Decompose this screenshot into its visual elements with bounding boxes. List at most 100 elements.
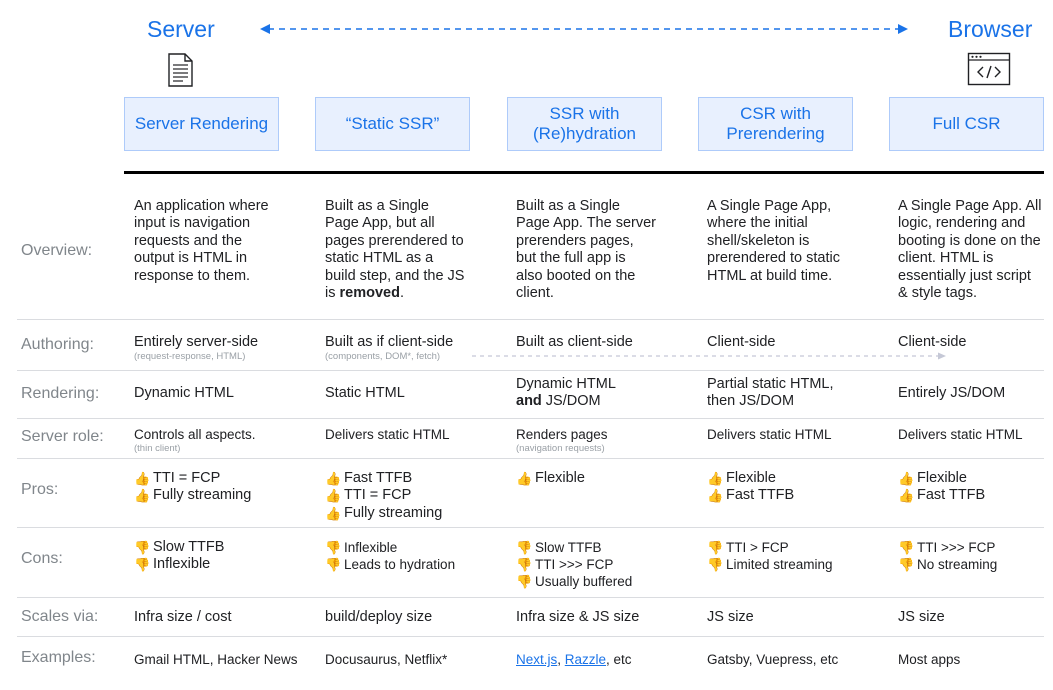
row-label-examples: Examples: [21,649,96,666]
thumbs-up-icon: 👍 [707,471,724,486]
thumbs-up-icon: 👍 [134,471,151,486]
server-role-cell: Delivers static HTML [325,427,450,442]
rendering-cell: Entirely JS/DOM [898,385,1006,401]
authoring-cell: Client-side [898,334,967,350]
pros-cell: 👍 Flexible 👍 Fast TTFB [707,470,794,505]
thumbs-down-icon: 👎 [325,557,342,572]
authoring-cell: Entirely server-side (request-response, … [134,334,258,363]
row-label-scales: Scales via: [21,608,99,625]
scales-cell: build/deploy size [325,609,433,625]
row-label-overview: Overview: [21,242,93,259]
authoring-cell: Built as client-side [516,334,633,350]
examples-cell: Gatsby, Vuepress, etc [707,652,839,667]
pros-cell: 👍 TTI = FCP 👍 Fully streaming [134,470,251,505]
authoring-subtext: (components, DOM*, fetch) [325,351,441,363]
con-item: Inflexible [153,556,211,573]
pro-item: Fully streaming [153,487,252,504]
nextjs-link[interactable]: Next.js [516,652,558,667]
server-role-cell: Controls all aspects. (thin client) [134,426,256,455]
pro-item: Fast TTFB [917,487,986,504]
cons-cell: 👎 TTI >>> FCP 👎 No streaming [898,539,997,573]
cons-cell: 👎 TTI > FCP 👎 Limited streaming [707,539,833,573]
rendering-cell: Static HTML [325,385,405,401]
overview-cell: A Single Page App, where the initial she… [707,198,840,284]
column-csr-prerendering: CSR with Prerendering [698,97,853,151]
column-full-csr: Full CSR [889,97,1044,151]
thumbs-up-icon: 👍 [707,488,724,504]
cons-cell: 👎 Slow TTFB 👎 Inflexible [134,539,224,574]
row-divider [17,319,1044,320]
thumbs-up-icon: 👍 [898,471,915,486]
row-divider [17,527,1044,528]
examples-cell: Most apps [898,652,961,667]
examples-tail: , etc [606,652,632,667]
thumbs-up-icon: 👍 [134,488,151,504]
rendering-tail: JS/DOM [541,393,601,410]
scales-cell: JS size [707,609,754,625]
pros-cell: 👍 Flexible [516,470,585,487]
server-role-text: Renders pages [516,427,608,442]
pro-item: Flexible [726,470,776,486]
row-label-cons: Cons: [21,550,63,567]
browser-label: Browser [948,16,1033,42]
con-item: Slow TTFB [153,539,225,555]
pro-item: Flexible [917,470,967,486]
column-ssr-rehydration: SSR with (Re)hydration [507,97,662,151]
examples-separator: , [557,652,565,667]
con-item: Slow TTFB [535,540,602,555]
code-window-icon [967,52,1011,86]
row-divider [17,370,1044,371]
cons-cell: 👎 Inflexible 👎 Leads to hydration [325,539,455,573]
pro-item: Fast TTFB [344,470,413,486]
examples-cell: Next.js, Razzle, etc [516,651,632,668]
examples-cell: Gmail HTML, Hacker News [134,652,298,667]
con-item: TTI > FCP [726,540,789,555]
double-arrow-icon [260,24,908,34]
razzle-link[interactable]: Razzle [564,652,607,667]
rendering-cell: Partial static HTML, then JS/DOM [707,376,834,410]
overview-cell: An application where input is navigation… [134,198,269,284]
row-label-authoring: Authoring: [21,336,94,353]
thumbs-up-icon: 👍 [325,488,342,504]
con-item: Limited streaming [726,557,833,572]
thumbs-down-icon: 👎 [516,574,533,589]
thumbs-down-icon: 👎 [516,540,533,555]
row-label-rendering: Rendering: [21,385,100,402]
pros-cell: 👍 Fast TTFB 👍 TTI = FCP 👍 Fully streaming [325,470,442,522]
scales-cell: Infra size & JS size [516,609,640,625]
authoring-text: Entirely server-side [134,334,259,350]
con-item: TTI >>> FCP [917,540,996,555]
authoring-text: Built as if client-side [325,334,454,350]
authoring-cell: Client-side [707,334,776,350]
overview-cell: Built as a Single Page App, but all page… [325,198,465,302]
column-server-rendering: Server Rendering [124,97,279,151]
row-label-pros: Pros: [21,481,59,498]
authoring-subtext: (request-response, HTML) [134,351,246,363]
overview-emphasis: removed [339,285,400,302]
pro-item: Fully streaming [344,504,443,521]
thumbs-down-icon: 👎 [325,540,342,555]
con-item: Leads to hydration [344,557,456,572]
rendering-cell: Dynamic HTML and JS/DOM [516,376,656,411]
rendering-emphasis: and [516,393,542,410]
row-divider [17,597,1044,598]
con-item: TTI >>> FCP [535,557,614,572]
thumbs-down-icon: 👎 [707,540,724,555]
row-divider [17,418,1044,419]
server-role-subtext: (navigation requests) [516,443,605,454]
scales-cell: JS size [898,609,945,625]
server-label: Server [147,16,215,42]
dashed-arrow-icon [472,352,946,360]
row-divider [17,636,1044,637]
thumbs-up-icon: 👍 [325,505,342,521]
con-item: Inflexible [344,540,398,555]
overview-tail: . [399,285,404,302]
overview-text: Built as a Single Page App, but all page… [325,198,465,302]
rendering-cell: Dynamic HTML [134,385,234,401]
row-label-server-role: Server role: [21,428,104,445]
pros-cell: 👍 Flexible 👍 Fast TTFB [898,470,985,505]
overview-cell: Built as a Single Page App. The server p… [516,198,656,302]
thumbs-down-icon: 👎 [134,557,151,573]
rendering-text: Dynamic HTML [516,376,616,392]
server-role-subtext: (thin client) [134,443,181,454]
